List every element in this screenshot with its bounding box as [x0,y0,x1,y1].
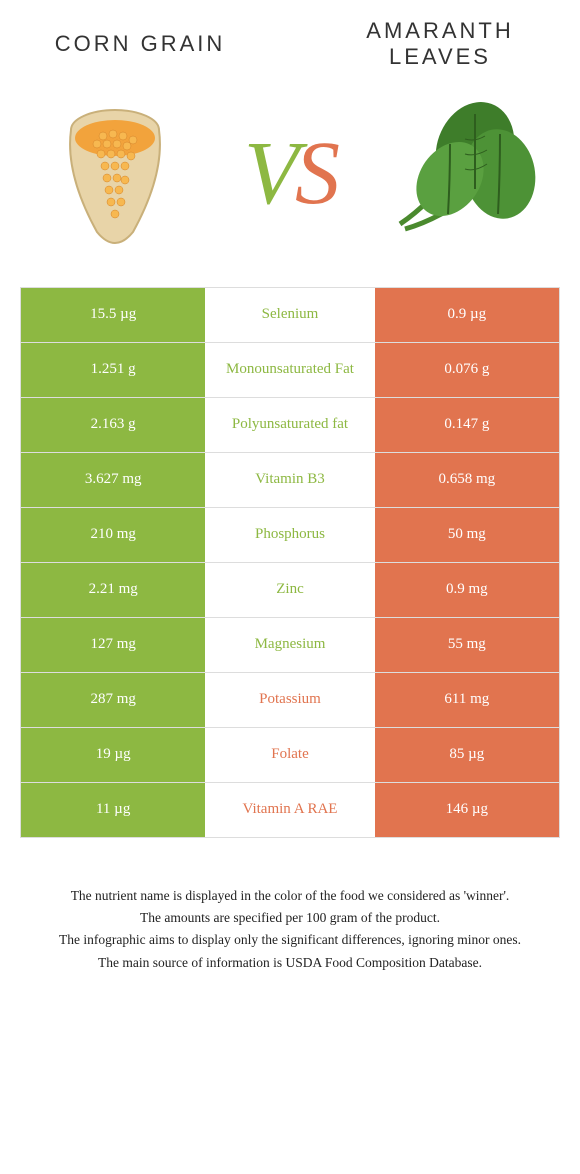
vs-s: S [295,122,336,225]
footer-line-4: The main source of information is USDA F… [40,953,540,973]
table-row: 1.251 gMonounsaturated Fat0.076 g [21,342,559,397]
images-row: VS [0,79,580,287]
infographic-container: CORN GRAIN AMARANTH LEAVES [0,0,580,973]
table-row: 210 mgPhosphorus50 mg [21,507,559,562]
value-food-a: 210 mg [21,508,205,562]
value-food-b: 0.9 µg [375,288,559,342]
table-row: 15.5 µgSelenium0.9 µg [21,287,559,342]
table-row: 287 mgPotassium611 mg [21,672,559,727]
title-row: CORN GRAIN AMARANTH LEAVES [0,0,580,79]
nutrient-table: 15.5 µgSelenium0.9 µg1.251 gMonounsatura… [20,287,560,838]
footer-line-1: The nutrient name is displayed in the co… [40,886,540,906]
value-food-b: 55 mg [375,618,559,672]
table-row: 19 µgFolate85 µg [21,727,559,782]
value-food-a: 19 µg [21,728,205,782]
nutrient-name: Vitamin A RAE [205,783,374,837]
table-row: 2.21 mgZinc0.9 mg [21,562,559,617]
value-food-b: 146 µg [375,783,559,837]
vs-label: VS [215,122,365,225]
footer-line-2: The amounts are specified per 100 gram o… [40,908,540,928]
value-food-a: 11 µg [21,783,205,837]
footer-line-3: The infographic aims to display only the… [40,930,540,950]
food-a-image [30,89,200,259]
nutrient-name: Phosphorus [205,508,374,562]
value-food-a: 2.21 mg [21,563,205,617]
nutrient-name: Folate [205,728,374,782]
table-row: 2.163 gPolyunsaturated fat0.147 g [21,397,559,452]
food-b-image [380,89,550,259]
value-food-b: 85 µg [375,728,559,782]
value-food-a: 287 mg [21,673,205,727]
value-food-b: 0.658 mg [375,453,559,507]
value-food-a: 1.251 g [21,343,205,397]
nutrient-name: Potassium [205,673,374,727]
value-food-b: 50 mg [375,508,559,562]
value-food-a: 127 mg [21,618,205,672]
table-row: 11 µgVitamin A RAE146 µg [21,782,559,837]
value-food-b: 0.147 g [375,398,559,452]
value-food-a: 3.627 mg [21,453,205,507]
value-food-a: 15.5 µg [21,288,205,342]
vs-v: V [244,122,295,225]
nutrient-name: Magnesium [205,618,374,672]
nutrient-name: Zinc [205,563,374,617]
value-food-b: 611 mg [375,673,559,727]
nutrient-name: Vitamin B3 [205,453,374,507]
value-food-b: 0.076 g [375,343,559,397]
nutrient-name: Polyunsaturated fat [205,398,374,452]
value-food-a: 2.163 g [21,398,205,452]
value-food-b: 0.9 mg [375,563,559,617]
table-row: 3.627 mgVitamin B30.658 mg [21,452,559,507]
nutrient-name: Monounsaturated Fat [205,343,374,397]
table-row: 127 mgMagnesium55 mg [21,617,559,672]
food-b-title: AMARANTH LEAVES [330,18,550,71]
food-a-title: CORN GRAIN [30,31,250,57]
nutrient-name: Selenium [205,288,374,342]
footer-notes: The nutrient name is displayed in the co… [40,886,540,973]
